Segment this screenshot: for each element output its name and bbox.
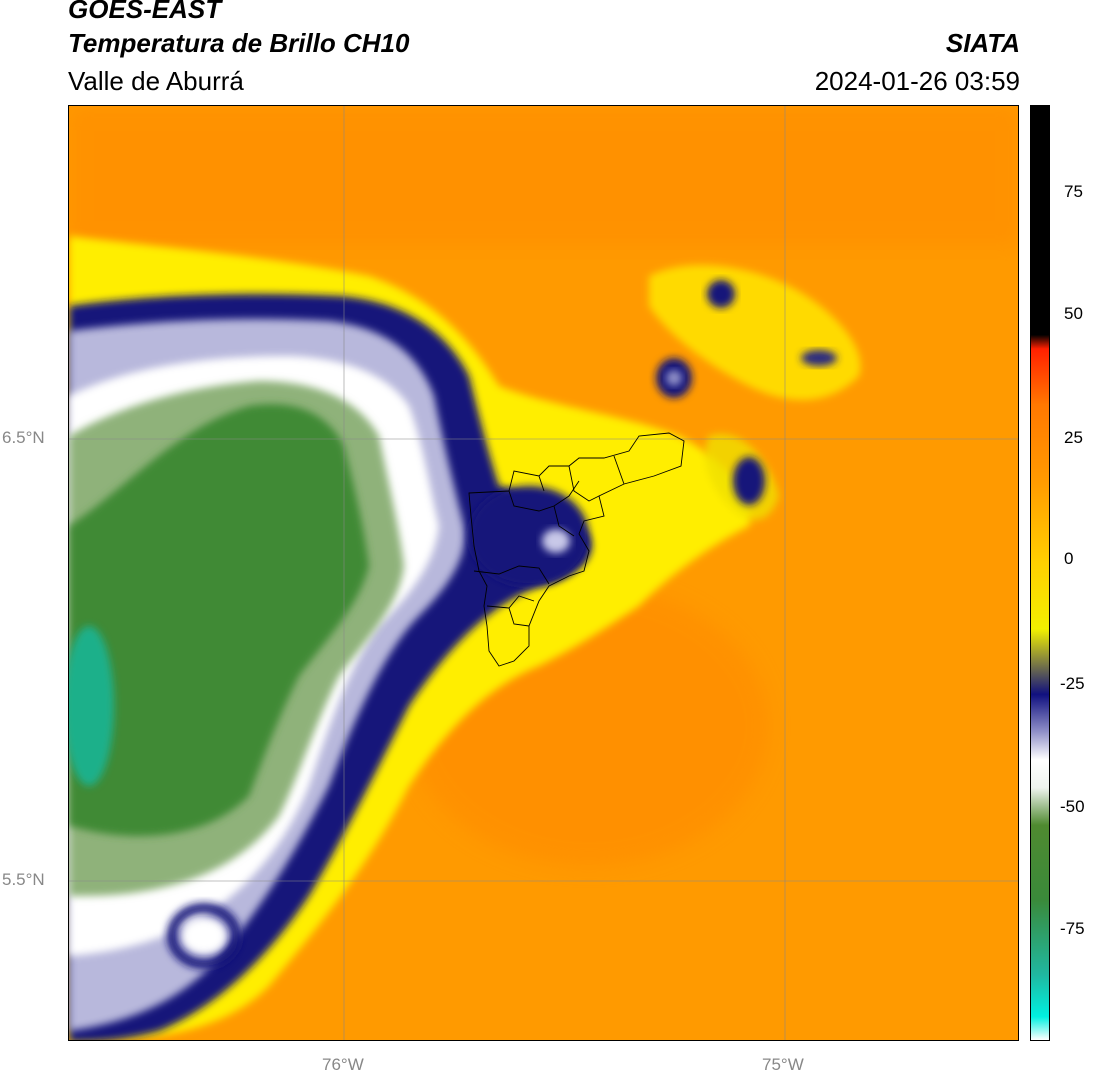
satellite-title: GOES-EAST	[68, 0, 222, 24]
ne-cell-1	[707, 280, 735, 308]
e-cell-3	[733, 457, 765, 505]
central-lavender-spot	[542, 529, 570, 553]
colorbar-tick-75: 75	[1064, 182, 1083, 201]
product-title: Temperatura de Brillo CH10	[68, 28, 410, 58]
lat-label-5-5: 5.5°N	[2, 870, 45, 889]
colorbar	[1030, 105, 1050, 1041]
ne-cell-2-inner	[666, 370, 682, 386]
lon-label-75w: 75°W	[762, 1055, 804, 1074]
warm-top-band	[69, 106, 1018, 246]
datetime-label: 2024-01-26 03:59	[814, 66, 1020, 96]
yellow-patches-ne	[649, 265, 861, 400]
colorbar-tick-25: 25	[1064, 428, 1083, 447]
ne-cell-4	[801, 350, 837, 366]
map-field	[69, 106, 1018, 1040]
lat-label-6-5: 6.5°N	[2, 428, 45, 447]
brightness-temperature-map	[68, 105, 1019, 1041]
central-navy-cell	[469, 486, 589, 586]
colorbar-tick-minus-50: -50	[1060, 797, 1085, 816]
colorbar-tick-minus-75: -75	[1060, 919, 1085, 938]
colorbar-tick-0: 0	[1064, 549, 1074, 568]
teal-core	[69, 626, 114, 786]
sw-white-spot	[182, 918, 226, 954]
org-label: SIATA	[945, 28, 1020, 58]
green-core	[69, 404, 369, 836]
municipal-boundaries	[468, 432, 685, 667]
colorbar-tick-minus-25: -25	[1060, 674, 1085, 693]
colorbar-tick-50: 50	[1064, 304, 1083, 323]
lon-label-76w: 76°W	[322, 1055, 364, 1074]
sw-navy-ring	[167, 903, 241, 969]
region-subtitle: Valle de Aburrá	[68, 66, 244, 96]
